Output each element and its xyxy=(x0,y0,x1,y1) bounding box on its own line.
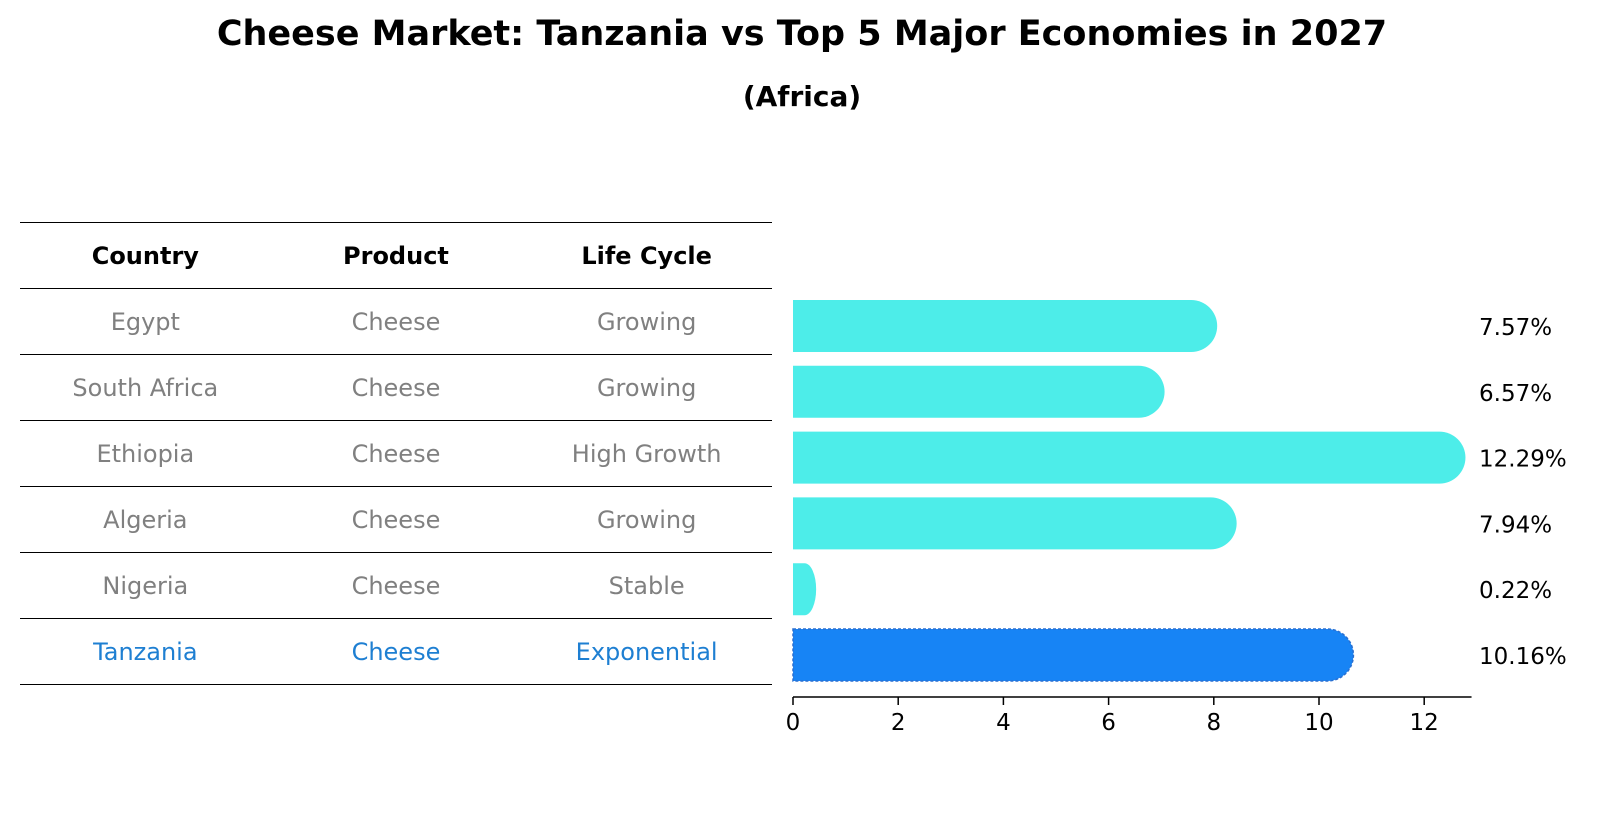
x-tick-label: 12 xyxy=(1410,710,1439,736)
market-table: Country Product Life Cycle Egypt Cheese … xyxy=(20,222,772,685)
bar-egypt xyxy=(793,300,1218,352)
cell-product: Cheese xyxy=(270,618,522,685)
data-label: 7.94% xyxy=(1479,512,1552,538)
data-label: 10.16% xyxy=(1479,644,1567,670)
cell-product: Cheese xyxy=(270,420,522,487)
cell-country: Tanzania xyxy=(20,618,271,685)
chart-subtitle: (Africa) xyxy=(742,80,862,113)
x-tick-label: 4 xyxy=(996,710,1011,736)
cell-country: Nigeria xyxy=(20,552,271,619)
cell-product: Cheese xyxy=(270,354,522,421)
cell-life-cycle: Growing xyxy=(521,486,772,553)
data-label: 7.57% xyxy=(1479,315,1552,341)
cell-product: Cheese xyxy=(270,552,522,619)
header-product: Product xyxy=(270,222,522,289)
table-row: Ethiopia Cheese High Growth xyxy=(20,420,772,487)
cell-life-cycle: Stable xyxy=(521,552,772,619)
bar-south-africa xyxy=(793,365,1165,418)
bar-nigeria xyxy=(793,563,817,616)
x-tick-label: 6 xyxy=(1101,710,1116,736)
x-tick-label: 2 xyxy=(891,710,906,736)
x-tick-label: 8 xyxy=(1206,710,1221,736)
bar-ethiopia xyxy=(793,431,1466,484)
data-label: 0.22% xyxy=(1479,578,1552,604)
table-header-row: Country Product Life Cycle xyxy=(20,222,772,289)
x-tick-label: 10 xyxy=(1304,710,1333,736)
header-country: Country xyxy=(20,222,271,289)
cell-life-cycle: High Growth xyxy=(521,420,772,487)
table-row: Algeria Cheese Growing xyxy=(20,486,772,553)
table-row: Egypt Cheese Growing xyxy=(20,288,772,355)
cell-life-cycle: Growing xyxy=(521,288,772,355)
cell-life-cycle: Growing xyxy=(521,354,772,421)
cell-country: Algeria xyxy=(20,486,271,553)
bar-algeria xyxy=(793,497,1237,550)
header-life-cycle: Life Cycle xyxy=(521,222,772,289)
cell-product: Cheese xyxy=(270,288,522,355)
cell-country: South Africa xyxy=(20,354,271,421)
data-label: 6.57% xyxy=(1479,381,1552,407)
cell-product: Cheese xyxy=(270,486,522,553)
cell-country: Egypt xyxy=(20,288,271,355)
cell-country: Ethiopia xyxy=(20,420,271,487)
table-row: Nigeria Cheese Stable xyxy=(20,552,772,619)
data-label: 12.29% xyxy=(1479,447,1567,473)
bar-tanzania xyxy=(792,628,1355,682)
x-tick-label: 0 xyxy=(786,710,801,736)
cell-life-cycle: Exponential xyxy=(521,618,772,685)
table-row-highlighted: Tanzania Cheese Exponential xyxy=(20,618,772,685)
chart-title: Cheese Market: Tanzania vs Top 5 Major E… xyxy=(216,14,1388,54)
table-row: South Africa Cheese Growing xyxy=(20,354,772,421)
